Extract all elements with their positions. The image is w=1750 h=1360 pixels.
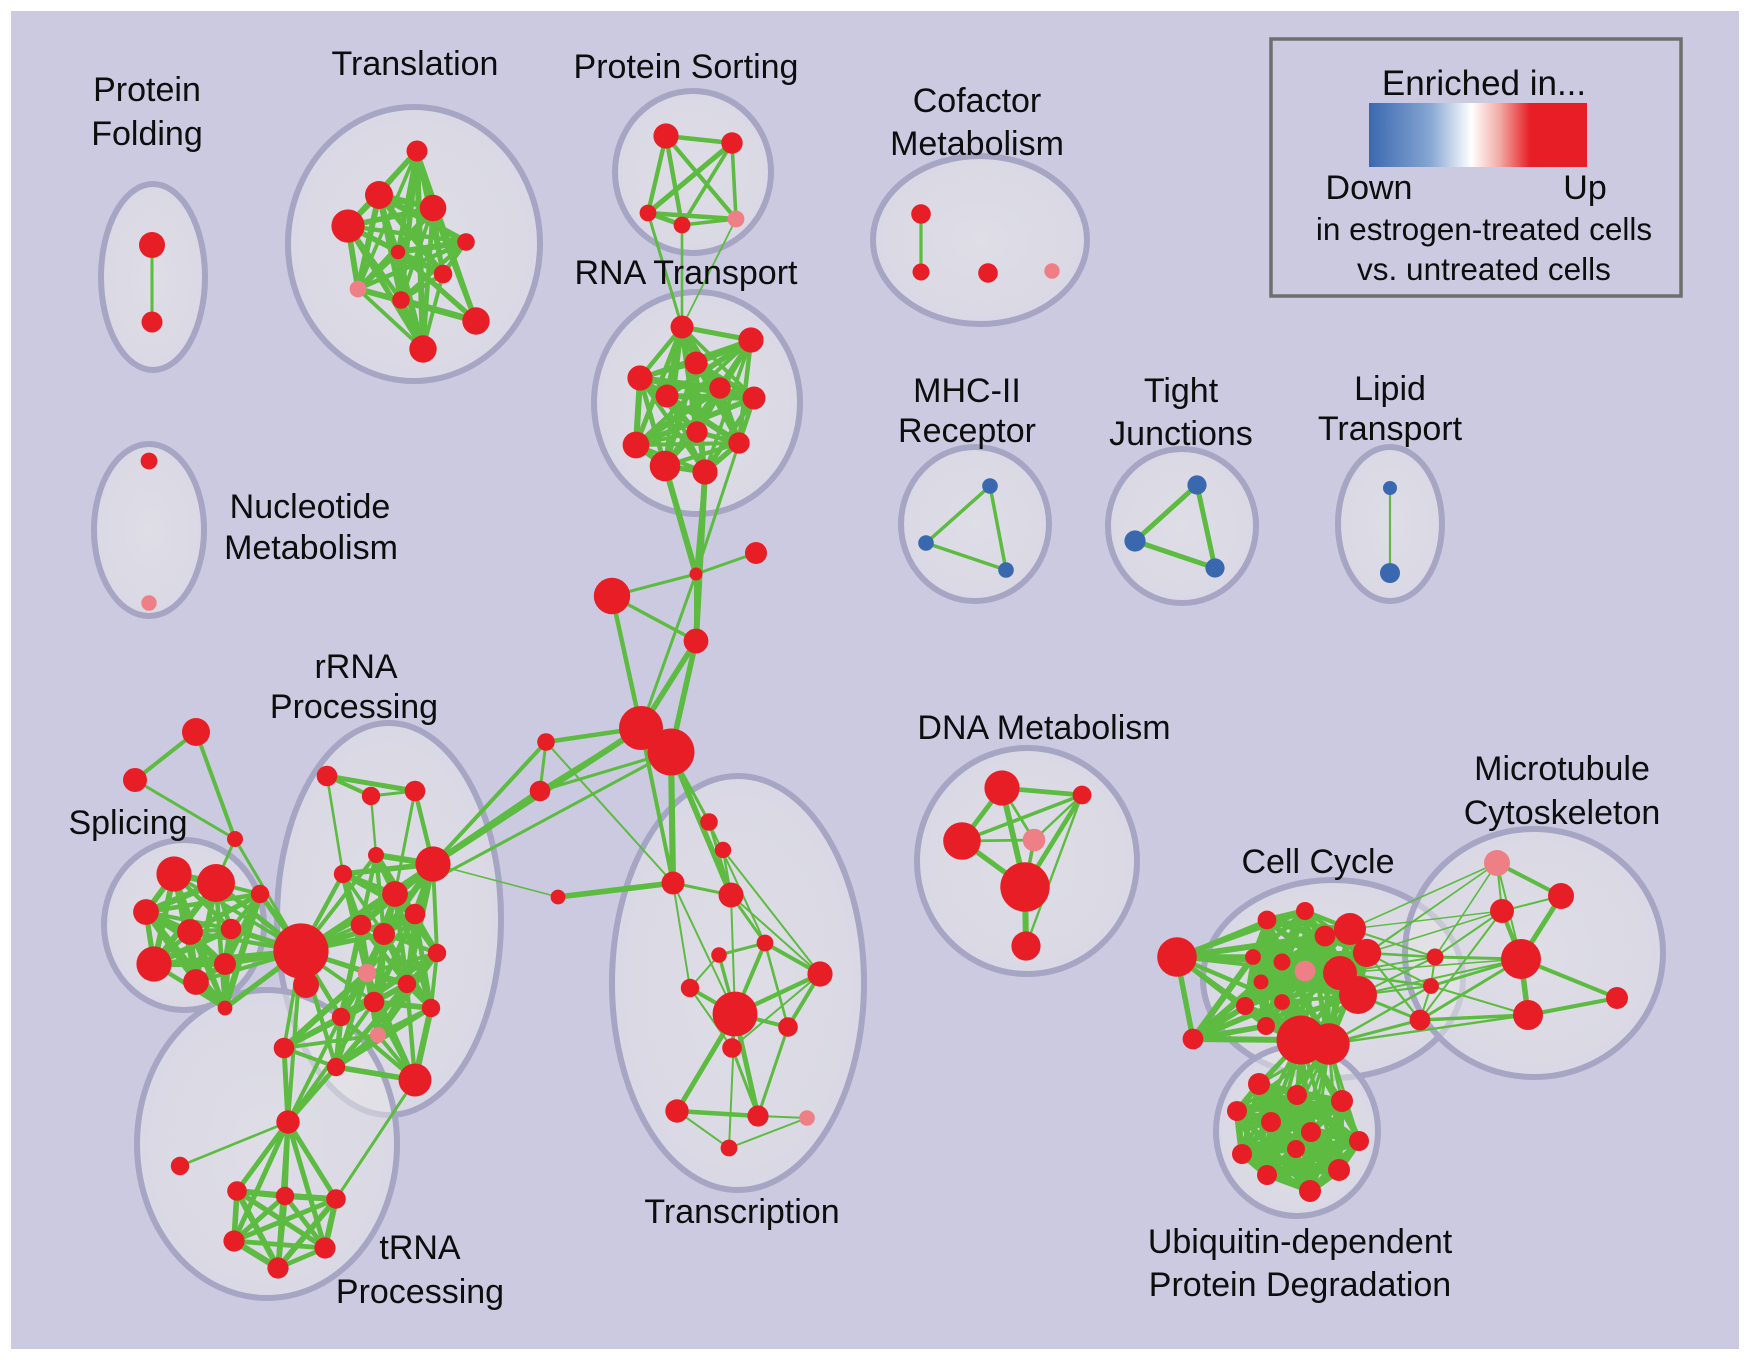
svg-text:Transcription: Transcription bbox=[644, 1193, 839, 1231]
svg-text:Protein Sorting: Protein Sorting bbox=[574, 48, 799, 86]
svg-text:Metabolism: Metabolism bbox=[224, 529, 398, 567]
svg-text:Cofactor: Cofactor bbox=[913, 82, 1042, 120]
svg-text:Ubiquitin-dependent: Ubiquitin-dependent bbox=[1148, 1223, 1453, 1261]
svg-text:Folding: Folding bbox=[91, 115, 203, 153]
svg-text:Splicing: Splicing bbox=[68, 804, 187, 842]
svg-text:Protein: Protein bbox=[93, 71, 201, 109]
svg-text:Processing: Processing bbox=[270, 688, 438, 726]
svg-text:Processing: Processing bbox=[336, 1273, 504, 1311]
svg-text:vs. untreated cells: vs. untreated cells bbox=[1357, 251, 1611, 287]
svg-text:Junctions: Junctions bbox=[1109, 415, 1253, 453]
svg-text:Transport: Transport bbox=[1318, 410, 1463, 448]
svg-text:Microtubule: Microtubule bbox=[1474, 750, 1650, 788]
svg-text:MHC-II: MHC-II bbox=[913, 372, 1021, 410]
svg-text:DNA Metabolism: DNA Metabolism bbox=[917, 709, 1170, 747]
svg-text:Cell Cycle: Cell Cycle bbox=[1241, 843, 1394, 881]
svg-text:Receptor: Receptor bbox=[898, 412, 1036, 450]
svg-text:Translation: Translation bbox=[332, 45, 499, 83]
svg-text:Enriched in...: Enriched in... bbox=[1382, 64, 1586, 103]
svg-text:Cytoskeleton: Cytoskeleton bbox=[1464, 794, 1661, 832]
svg-text:rRNA: rRNA bbox=[314, 648, 397, 686]
svg-text:Nucleotide: Nucleotide bbox=[230, 488, 391, 526]
svg-text:RNA Transport: RNA Transport bbox=[575, 254, 799, 292]
svg-text:Up: Up bbox=[1563, 169, 1606, 207]
svg-text:tRNA: tRNA bbox=[379, 1229, 461, 1267]
svg-text:in estrogen-treated cells: in estrogen-treated cells bbox=[1316, 211, 1652, 247]
svg-text:Lipid: Lipid bbox=[1354, 370, 1426, 408]
svg-text:Metabolism: Metabolism bbox=[890, 125, 1064, 163]
svg-text:Protein Degradation: Protein Degradation bbox=[1149, 1266, 1451, 1304]
svg-text:Tight: Tight bbox=[1144, 372, 1219, 410]
svg-text:Down: Down bbox=[1326, 169, 1413, 207]
